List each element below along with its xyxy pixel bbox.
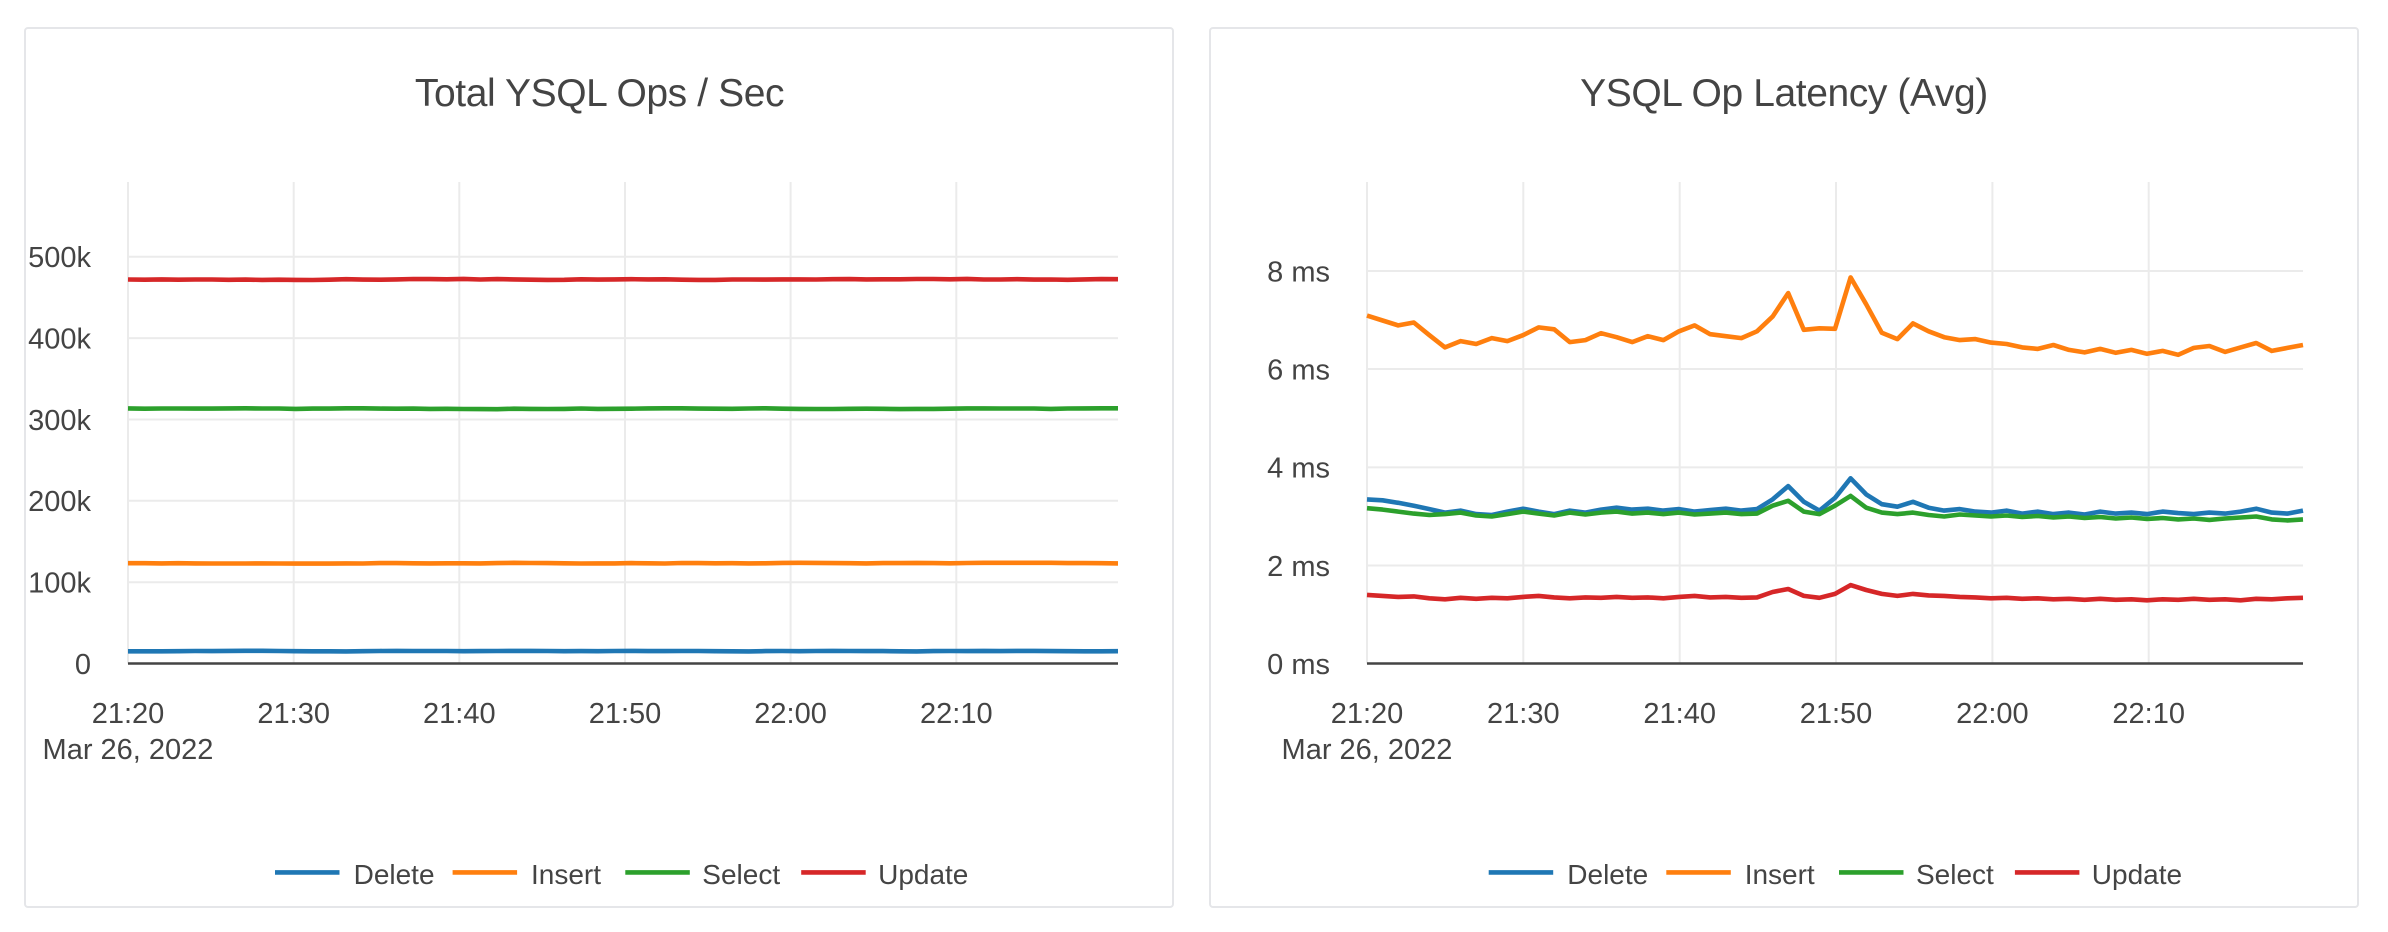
svg-text:21:50: 21:50 bbox=[1800, 698, 1873, 730]
svg-text:Mar 26, 2022: Mar 26, 2022 bbox=[43, 734, 214, 766]
svg-text:400k: 400k bbox=[28, 323, 91, 355]
svg-text:Select: Select bbox=[702, 859, 780, 890]
svg-text:21:50: 21:50 bbox=[589, 698, 662, 730]
svg-text:300k: 300k bbox=[28, 405, 91, 437]
svg-text:22:00: 22:00 bbox=[1956, 698, 2029, 730]
svg-text:21:30: 21:30 bbox=[1487, 698, 1560, 730]
svg-text:8 ms: 8 ms bbox=[1267, 256, 1330, 288]
svg-text:Update: Update bbox=[2092, 859, 2182, 890]
svg-text:21:40: 21:40 bbox=[423, 698, 496, 730]
svg-text:Update: Update bbox=[878, 859, 968, 890]
svg-text:22:10: 22:10 bbox=[920, 698, 993, 730]
svg-text:0: 0 bbox=[75, 649, 91, 681]
svg-text:200k: 200k bbox=[28, 486, 91, 518]
svg-text:Mar 26, 2022: Mar 26, 2022 bbox=[1282, 734, 1453, 766]
svg-text:0 ms: 0 ms bbox=[1267, 649, 1330, 681]
svg-text:100k: 100k bbox=[28, 568, 91, 600]
svg-text:Insert: Insert bbox=[1745, 859, 1815, 890]
svg-text:Select: Select bbox=[1916, 859, 1994, 890]
svg-text:Insert: Insert bbox=[531, 859, 601, 890]
svg-text:21:40: 21:40 bbox=[1643, 698, 1716, 730]
svg-text:21:20: 21:20 bbox=[1331, 698, 1404, 730]
svg-text:21:30: 21:30 bbox=[257, 698, 330, 730]
svg-text:YSQL Op Latency (Avg): YSQL Op Latency (Avg) bbox=[1580, 72, 1988, 115]
svg-text:Delete: Delete bbox=[1567, 859, 1648, 890]
svg-text:500k: 500k bbox=[28, 242, 91, 274]
svg-text:22:00: 22:00 bbox=[754, 698, 827, 730]
svg-text:Total YSQL Ops / Sec: Total YSQL Ops / Sec bbox=[415, 72, 784, 115]
svg-text:21:20: 21:20 bbox=[92, 698, 165, 730]
svg-text:Delete: Delete bbox=[354, 859, 435, 890]
svg-text:6 ms: 6 ms bbox=[1267, 354, 1330, 386]
svg-text:22:10: 22:10 bbox=[2112, 698, 2185, 730]
svg-text:2 ms: 2 ms bbox=[1267, 551, 1330, 583]
svg-text:4 ms: 4 ms bbox=[1267, 453, 1330, 485]
